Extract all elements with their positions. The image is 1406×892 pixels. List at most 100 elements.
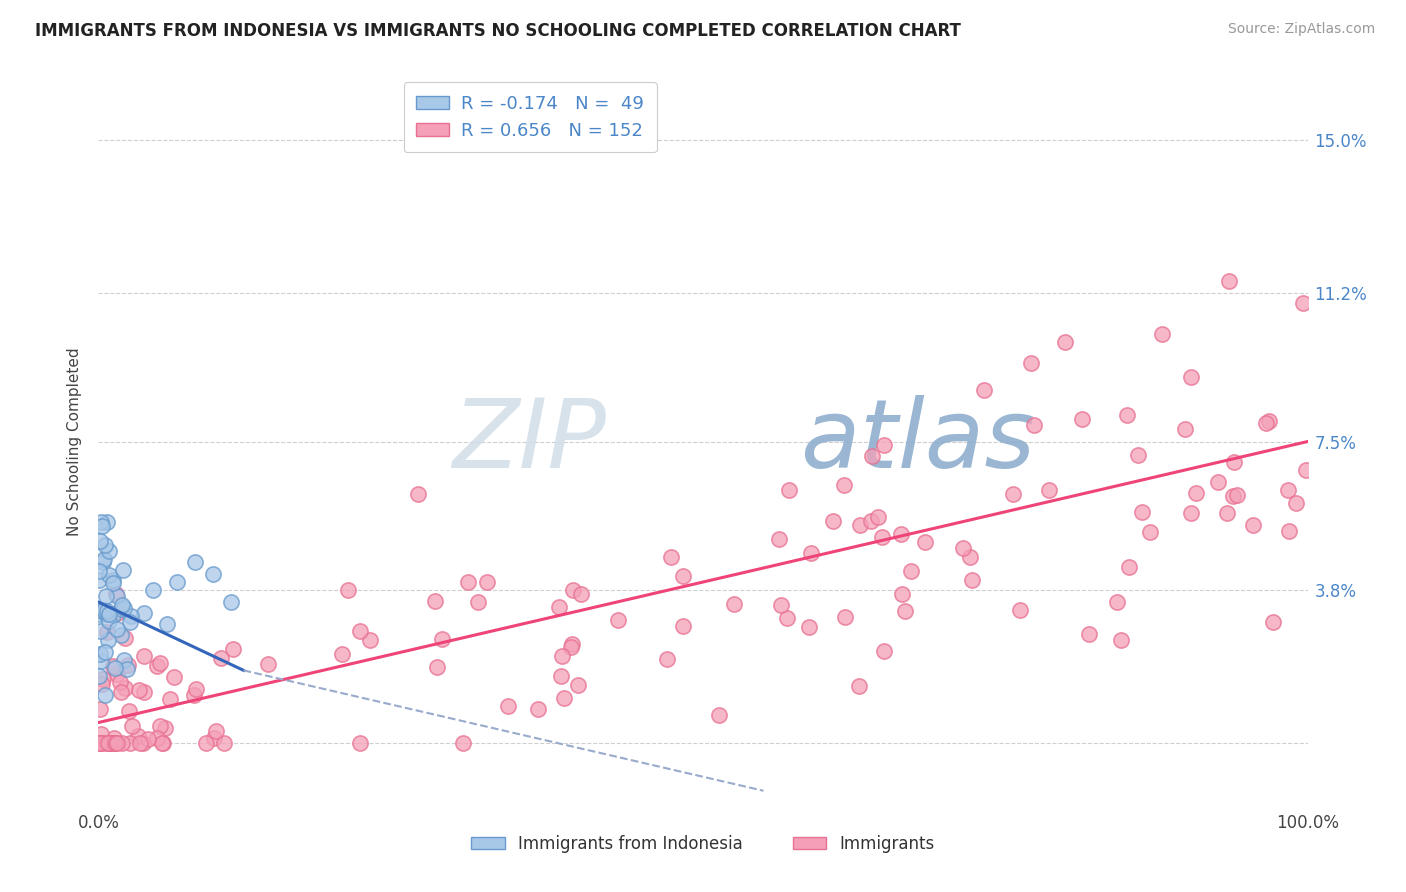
Point	[890, 527, 912, 541]
Point	[93, 537, 115, 551]
Y-axis label: No Schooling Completed: No Schooling Completed	[67, 347, 83, 536]
Point	[561, 637, 583, 651]
Point	[89, 533, 111, 548]
Point	[89, 624, 111, 638]
Point	[96, 624, 118, 639]
Point	[426, 660, 449, 674]
Point	[553, 690, 575, 705]
Point	[337, 583, 360, 598]
Point	[562, 583, 585, 598]
Point	[96, 735, 118, 749]
Point	[1174, 421, 1197, 435]
Point	[860, 449, 883, 463]
Point	[90, 654, 112, 668]
Point	[349, 735, 371, 749]
Point	[96, 515, 118, 529]
Point	[127, 730, 149, 744]
Point	[101, 573, 124, 587]
Point	[110, 628, 132, 642]
Point	[107, 735, 129, 749]
Point	[1022, 418, 1045, 433]
Point	[1226, 488, 1249, 502]
Point	[89, 669, 111, 683]
Point	[222, 641, 245, 656]
Point	[97, 567, 120, 582]
Point	[101, 735, 124, 749]
Point	[90, 515, 112, 529]
Point	[655, 651, 678, 665]
Point	[659, 550, 682, 565]
Point	[430, 632, 453, 647]
Point	[93, 672, 115, 686]
Point	[1139, 524, 1161, 539]
Point	[202, 567, 225, 582]
Point	[1105, 595, 1128, 609]
Point	[101, 608, 124, 623]
Point	[959, 550, 981, 565]
Point	[129, 735, 152, 749]
Point	[90, 519, 112, 533]
Point	[1010, 603, 1032, 617]
Point	[890, 586, 912, 600]
Point	[132, 735, 155, 749]
Point	[606, 613, 628, 627]
Point	[159, 692, 181, 706]
Point	[872, 643, 894, 657]
Point	[453, 735, 475, 749]
Point	[1130, 505, 1153, 519]
Point	[1285, 496, 1308, 510]
Point	[112, 563, 135, 577]
Point	[778, 483, 800, 498]
Point	[1278, 524, 1301, 538]
Point	[204, 724, 226, 739]
Point	[221, 595, 243, 609]
Text: IMMIGRANTS FROM INDONESIA VS IMMIGRANTS NO SCHOOLING COMPLETED CORRELATION CHART: IMMIGRANTS FROM INDONESIA VS IMMIGRANTS …	[35, 22, 962, 40]
Point	[153, 722, 176, 736]
Point	[1071, 411, 1094, 425]
Point	[1002, 487, 1025, 501]
Point	[156, 617, 179, 632]
Point	[1126, 448, 1149, 462]
Point	[834, 610, 856, 624]
Point	[149, 656, 172, 670]
Point	[672, 569, 695, 583]
Point	[104, 587, 127, 601]
Point	[1021, 356, 1043, 370]
Point	[97, 607, 120, 622]
Point	[1218, 274, 1240, 288]
Point	[98, 607, 121, 622]
Point	[848, 680, 870, 694]
Point	[103, 731, 125, 745]
Point	[184, 681, 207, 696]
Point	[467, 595, 489, 609]
Point	[1078, 627, 1101, 641]
Point	[551, 648, 574, 663]
Point	[111, 735, 134, 749]
Point	[101, 735, 124, 749]
Point	[101, 735, 124, 749]
Point	[1254, 416, 1277, 430]
Point	[96, 604, 118, 618]
Point	[97, 735, 120, 749]
Point	[349, 624, 371, 639]
Point	[866, 510, 889, 524]
Point	[94, 607, 117, 622]
Point	[1222, 490, 1244, 504]
Point	[108, 674, 131, 689]
Point	[121, 719, 143, 733]
Point	[1053, 334, 1076, 349]
Point	[475, 574, 498, 589]
Point	[98, 614, 121, 628]
Point	[425, 594, 447, 608]
Point	[105, 666, 128, 681]
Point	[457, 575, 479, 590]
Point	[800, 546, 823, 560]
Point	[97, 633, 120, 648]
Point	[1291, 296, 1313, 310]
Point	[799, 619, 821, 633]
Point	[104, 735, 127, 749]
Point	[496, 699, 519, 714]
Point	[118, 735, 141, 749]
Point	[775, 611, 797, 625]
Point	[1261, 615, 1284, 629]
